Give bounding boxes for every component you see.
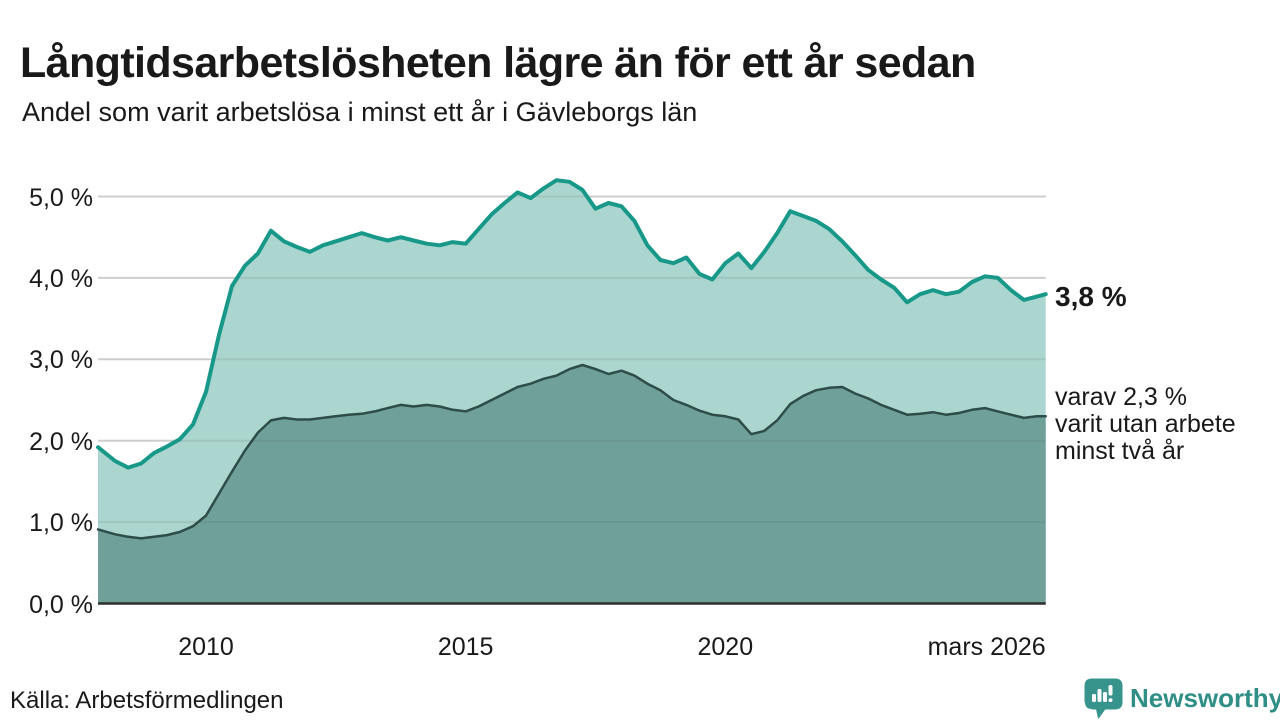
newsworthy-logo: Newsworthy [1084, 677, 1280, 719]
chart-subtitle: Andel som varit arbetslösa i minst ett å… [22, 97, 698, 127]
newsworthy-logo-text: Newsworthy [1130, 682, 1280, 713]
annotation-line: varav 2,3 % [1055, 383, 1188, 411]
secondary-value-annotation: varav 2,3 % varit utan arbete minst två … [1055, 384, 1236, 465]
chart-title: Långtidsarbetslösheten lägre än för ett … [20, 38, 976, 87]
source-label: Källa: Arbetsförmedlingen [10, 687, 284, 714]
newsworthy-logo-icon [1084, 678, 1123, 718]
annotation-line: varit utan arbete [1055, 410, 1236, 438]
annotation-line: minst två år [1055, 437, 1185, 465]
latest-value-label: 3,8 % [1055, 281, 1127, 312]
